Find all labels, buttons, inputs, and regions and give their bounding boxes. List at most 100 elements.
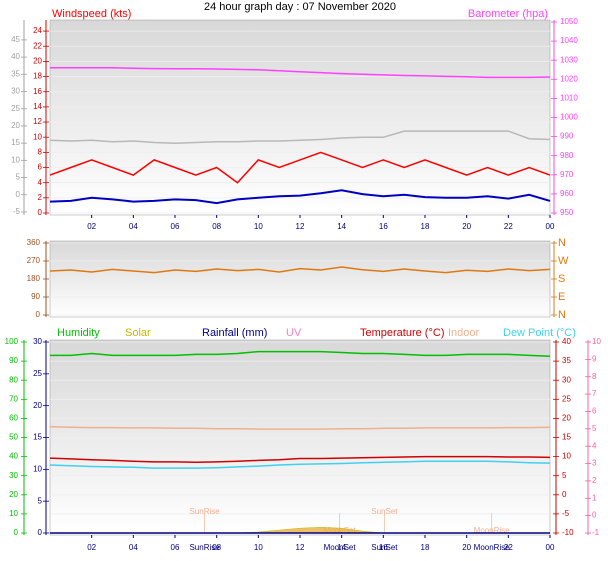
x-tick-label: 08 [212,222,221,231]
legend-entry: Barometer (hpa) [468,8,548,20]
y-tick-label: 25 [562,394,571,403]
legend-entry: Indoor [448,327,480,339]
y-tick-label: 12 [33,117,42,126]
y-tick-label: 6 [38,163,43,172]
event-label: SunSet [371,507,398,516]
y-tick-label: 30 [9,471,18,480]
y-tick-label: 10 [9,509,18,518]
y-tick-label: 1040 [560,36,578,45]
y-tick-label: 2 [38,193,43,202]
y-tick-label: S [558,273,565,285]
series-line [49,189,551,205]
y-tick-label: W [558,255,569,267]
x-tick-label: 10 [254,222,263,231]
y-tick-label: 80 [9,375,18,384]
x-tick-label: 16 [379,222,388,231]
legend-entry: Humidity [57,327,100,339]
y-tick-label: 20 [562,414,571,423]
y-tick-label: 35 [11,69,20,78]
x-tick-label: 08 [212,543,221,552]
legend-entry: Solar [125,327,151,339]
x-tick-label: 00 [546,543,555,552]
x-tick-label: 20 [462,222,471,231]
legend-entry: Windspeed (kts) [52,8,131,20]
y-tick-label: 0 [592,511,597,520]
y-tick-label: 950 [560,208,574,217]
y-tick-label: 30 [11,87,20,96]
y-tick-label: 5 [16,173,21,182]
x-tick-label: 10 [254,543,263,552]
y-tick-label: 20 [9,490,18,499]
y-tick-label: 1020 [560,74,578,83]
series-line [50,350,551,358]
x-tick-label: 12 [296,222,305,231]
x-tick-label: 06 [171,222,180,231]
y-tick-label: 10 [33,464,42,473]
x-tick-label: 22 [504,222,513,231]
y-tick-label: 970 [560,170,574,179]
y-tick-label: 1030 [560,55,578,64]
y-tick-label: N [558,237,566,249]
x-tick-label: 18 [421,222,430,231]
y-tick-label: 70 [9,394,18,403]
y-tick-label: 10 [562,452,571,461]
series-line [49,460,551,469]
y-tick-label: 2 [592,476,597,485]
y-tick-label: 0 [36,310,41,319]
y-tick-label: 8 [38,147,43,156]
y-tick-label: 1050 [560,17,578,26]
series-line [49,130,551,145]
y-tick-label: -10 [562,528,574,537]
y-tick-label: N [558,309,566,321]
y-tick-label: 1 [592,493,597,502]
event-label: SunRise [189,507,220,516]
y-tick-label: 7 [592,389,597,398]
x-tick-label: 18 [421,543,430,552]
y-tick-label: 0 [38,208,43,217]
y-tick-label: -5 [13,207,21,216]
y-tick-label: 0 [38,528,43,537]
event-label: MoonRise [474,526,511,535]
y-tick-label: -1 [592,528,600,537]
y-tick-label: 8 [592,372,597,381]
y-tick-label: 1000 [560,113,578,122]
y-tick-label: 30 [33,337,42,346]
chart-title: 24 hour graph day : 07 November 2020 [204,1,396,13]
y-tick-label: 24 [33,26,42,35]
x-tick-label: 04 [129,543,138,552]
y-tick-label: 0 [14,528,19,537]
y-tick-label: 4 [38,178,43,187]
legend-entry: Temperature (°C) [360,327,444,339]
y-tick-label: 180 [27,274,41,283]
y-tick-label: 50 [9,433,18,442]
series-line [49,426,551,430]
y-tick-label: 10 [33,132,42,141]
y-tick-label: 5 [38,496,43,505]
y-tick-label: 45 [11,35,20,44]
legend-entry: Rainfall (mm) [202,327,267,339]
y-tick-label: 40 [11,52,20,61]
y-tick-label: 990 [560,132,574,141]
event-axis-label: SunRise [189,543,220,552]
event-axis-label: MoonRise [474,543,511,552]
y-tick-label: 20 [33,57,42,66]
y-tick-label: 5 [562,471,567,480]
x-tick-label: 22 [504,543,513,552]
y-tick-label: 6 [592,407,597,416]
y-tick-label: 3 [592,459,597,468]
y-tick-label: 10 [11,155,20,164]
x-tick-label: 04 [129,222,138,231]
x-tick-label: 02 [87,222,96,231]
series-line [50,67,551,79]
event-axis-label: SunSet [371,543,398,552]
y-tick-label: 90 [9,356,18,365]
x-tick-label: 00 [546,222,555,231]
y-tick-label: E [558,291,565,303]
x-tick-label: 16 [379,543,388,552]
y-tick-label: 60 [9,414,18,423]
event-axis-label: MoonSet [324,543,357,552]
y-tick-label: 0 [16,190,21,199]
y-tick-label: 90 [31,292,40,301]
y-tick-label: 100 [5,337,19,346]
